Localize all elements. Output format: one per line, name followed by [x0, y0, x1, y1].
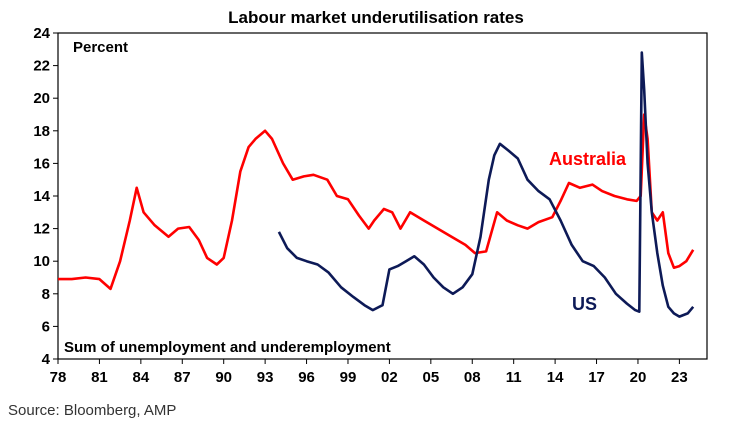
y-tick-label: 14 — [33, 188, 50, 205]
x-tick-label: 84 — [133, 369, 150, 386]
series-lines — [58, 51, 695, 318]
y-tick-label: 18 — [33, 123, 50, 140]
x-tick-label: 93 — [257, 369, 274, 386]
y-tick-label: 4 — [42, 351, 51, 368]
y-tick-label: 16 — [33, 155, 50, 172]
series-line-us — [277, 51, 695, 318]
unit-label: Percent — [73, 39, 128, 56]
y-tick-label: 22 — [33, 58, 50, 75]
x-tick-label: 11 — [506, 369, 522, 386]
series-label-australia: Australia — [549, 149, 627, 169]
y-tick-label: 8 — [42, 286, 50, 303]
x-tick-label: 14 — [547, 369, 564, 386]
x-tick-label: 17 — [588, 369, 605, 386]
x-tick-label: 20 — [630, 369, 647, 386]
y-tick-label: 10 — [33, 253, 50, 270]
y-axis: 4 6 8 10 12 14 16 18 20 22 24 — [33, 25, 58, 368]
y-tick-label: 24 — [33, 25, 50, 42]
x-tick-label: 23 — [671, 369, 688, 386]
x-tick-label: 08 — [464, 369, 481, 386]
series-line-australia — [58, 113, 695, 291]
footnote-label: Sum of unemployment and underemployment — [64, 339, 391, 356]
x-tick-label: 78 — [50, 369, 67, 386]
chart: Labour market underutilisation rates 4 6 8… — [33, 8, 708, 386]
x-tick-label: 90 — [215, 369, 232, 386]
x-tick-label: 02 — [381, 369, 398, 386]
y-tick-label: 6 — [42, 318, 50, 335]
x-tick-label: 96 — [298, 369, 315, 386]
series-label-us: US — [572, 294, 597, 314]
y-tick-label: 20 — [33, 90, 50, 107]
source-note: Source: Bloomberg, AMP — [8, 402, 177, 419]
x-tick-label: 05 — [422, 369, 439, 386]
x-tick-label: 87 — [174, 369, 191, 386]
x-axis: 78 81 84 87 90 93 96 99 02 05 08 11 14 17 20 23 — [50, 359, 688, 386]
y-tick-label: 12 — [33, 221, 50, 238]
chart-title: Labour market underutilisation rates — [228, 8, 524, 27]
x-tick-label: 81 — [91, 369, 108, 386]
plot-area — [57, 32, 708, 360]
x-tick-label: 99 — [340, 369, 357, 386]
